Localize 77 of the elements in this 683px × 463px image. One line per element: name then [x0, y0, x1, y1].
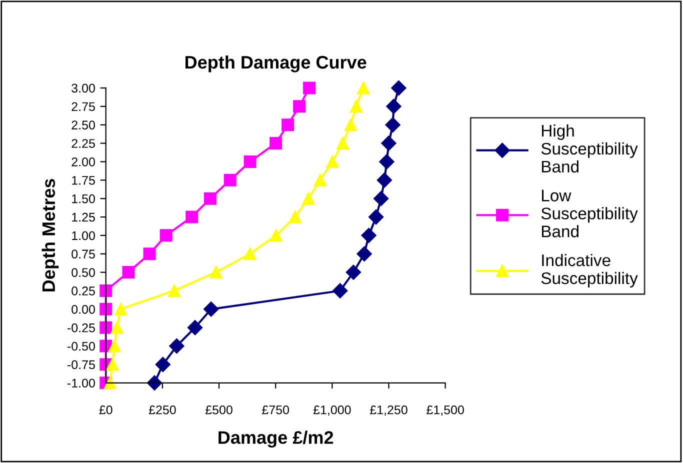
- point: [168, 284, 180, 297]
- y-tick-label: -0.25: [68, 323, 95, 332]
- x-tick-label: £1,500: [426, 405, 464, 416]
- point: [104, 376, 116, 390]
- x-tick-label: £1,250: [370, 405, 408, 416]
- point: [336, 137, 350, 150]
- point: [386, 98, 402, 114]
- point: [293, 100, 306, 113]
- x-tick-label: £0: [99, 405, 112, 414]
- point: [302, 192, 315, 205]
- point: [368, 209, 384, 225]
- y-tick-label: -1.00: [68, 378, 95, 388]
- legend-label: Low Susceptibility Band: [541, 190, 638, 238]
- x-axis-title: Damage £/m2: [218, 430, 334, 448]
- point: [210, 266, 222, 279]
- point: [346, 264, 362, 280]
- point: [114, 302, 128, 316]
- y-axis-title: Depth Metres: [42, 178, 59, 292]
- point: [100, 284, 112, 297]
- point: [391, 80, 406, 96]
- x-tick-label: £250: [148, 405, 176, 414]
- point: [244, 248, 256, 260]
- point: [326, 155, 339, 168]
- point: [282, 118, 294, 132]
- y-tick-label: 0.25: [72, 286, 95, 296]
- point: [373, 191, 389, 206]
- point: [169, 338, 184, 354]
- y-tick-label: 2.00: [72, 158, 95, 166]
- y-tick-label: 2.50: [72, 120, 95, 130]
- point: [244, 155, 256, 168]
- point: [143, 248, 156, 260]
- point: [385, 117, 400, 132]
- point: [155, 356, 170, 372]
- x-tick-label: £1,000: [313, 405, 351, 416]
- legend-label: Indicative Susceptibility: [541, 254, 638, 288]
- point: [314, 174, 326, 186]
- chart-title: Depth Damage Curve: [185, 55, 366, 72]
- y-tick-label: -0.50: [68, 342, 95, 351]
- x-tick-label: £750: [262, 405, 290, 414]
- point: [100, 321, 112, 334]
- point: [270, 137, 282, 150]
- y-tick-label: 0.50: [72, 268, 95, 277]
- y-tick-label: 1.50: [72, 194, 95, 204]
- y-tick-label: 2.75: [72, 102, 95, 112]
- point: [350, 100, 362, 113]
- point: [344, 118, 357, 132]
- x-tick-label: £500: [205, 405, 232, 414]
- point: [187, 320, 203, 336]
- point: [108, 340, 121, 352]
- point: [379, 154, 394, 170]
- y-tick-label: 1.00: [72, 231, 95, 240]
- point: [204, 192, 216, 205]
- y-tick-label: 3.00: [72, 84, 95, 93]
- y-tick-label: 1.75: [72, 176, 95, 185]
- y-tick-label: 0.75: [72, 250, 95, 259]
- point: [270, 229, 282, 242]
- point: [122, 266, 135, 279]
- point: [303, 82, 316, 94]
- point: [332, 283, 348, 298]
- point: [224, 174, 236, 186]
- point: [204, 302, 219, 317]
- y-tick-label: 0.00: [72, 304, 95, 314]
- point: [357, 82, 370, 94]
- point: [110, 321, 124, 334]
- point: [356, 246, 372, 262]
- point: [106, 358, 119, 371]
- point: [381, 136, 396, 151]
- point: [288, 210, 302, 224]
- point: [160, 229, 172, 242]
- y-tick-label: -0.75: [68, 360, 95, 370]
- point: [186, 210, 198, 224]
- legend-label: High Susceptibility Band: [541, 124, 638, 173]
- point: [100, 302, 112, 316]
- y-tick-label: 1.25: [72, 212, 95, 222]
- point: [361, 228, 376, 244]
- point: [376, 172, 392, 188]
- y-tick-label: 2.25: [72, 139, 95, 148]
